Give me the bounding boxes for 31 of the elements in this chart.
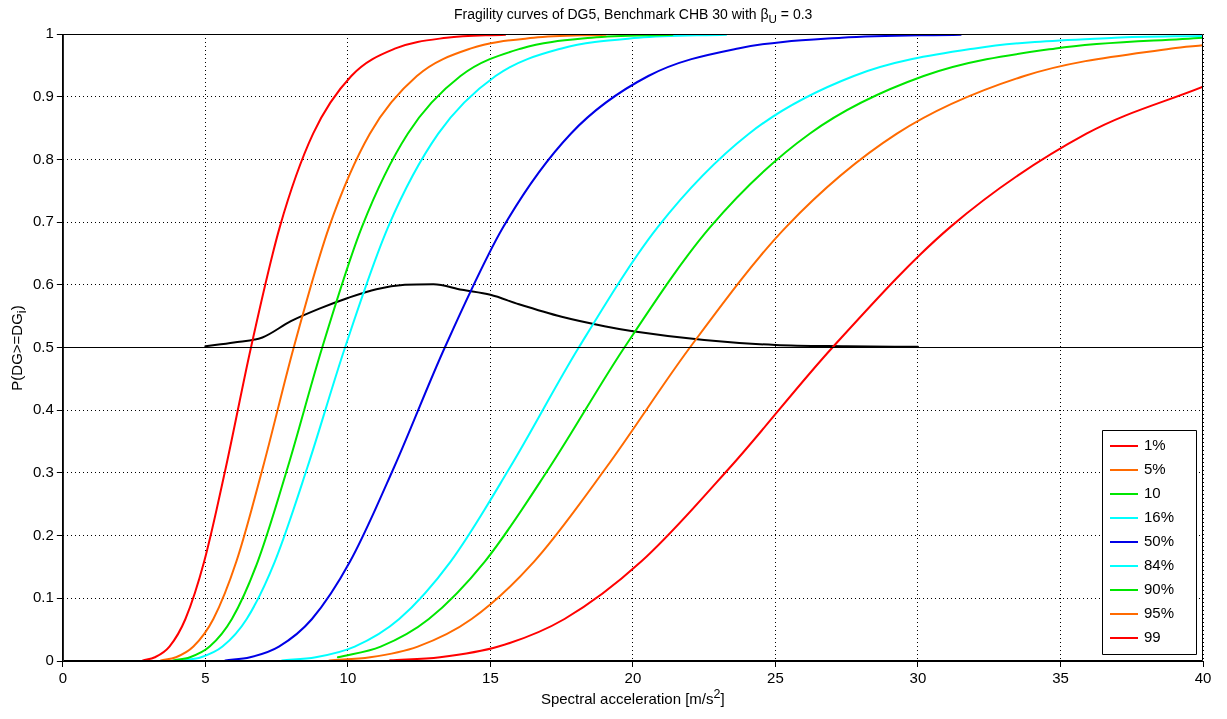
x-tick-label: 40 xyxy=(1194,669,1212,687)
legend-label: 90% xyxy=(1144,580,1175,598)
y-tick-label: 0.1 xyxy=(32,588,54,606)
x-tick-label: 20 xyxy=(624,669,642,687)
y-tick-label: 0.8 xyxy=(32,149,54,167)
legend-label: 5% xyxy=(1144,460,1166,478)
legend-label: 50% xyxy=(1144,532,1175,550)
y-tick-label: 0.7 xyxy=(32,212,54,230)
y-tick-label: 1 xyxy=(45,24,54,42)
legend-label: 1% xyxy=(1144,436,1166,454)
x-tick-label: 10 xyxy=(339,669,357,687)
chart-title: Fragility curves of DG5, Benchmark CHB 30 with β$_{U}$ = 0.3 xyxy=(453,6,813,25)
x-tick-label: 5 xyxy=(201,669,210,687)
legend-label: 99 xyxy=(1144,628,1161,646)
x-tick-label: 25 xyxy=(767,669,784,687)
y-tick-label: 0.5 xyxy=(32,337,54,355)
legend-label: 84% xyxy=(1144,556,1175,574)
y-tick-label: 0.6 xyxy=(32,274,54,292)
y-tick-label: 0.2 xyxy=(32,525,54,543)
legend-label: 10 xyxy=(1144,484,1161,502)
x-tick-label: 15 xyxy=(482,669,499,687)
legend-label: 16% xyxy=(1144,508,1175,526)
x-tick-label: 0 xyxy=(58,669,68,687)
legend-label: 95% xyxy=(1144,604,1175,622)
x-axis-title: Spectral acceleration [m/s$^{2}$] xyxy=(540,687,725,707)
y-tick-label: 0 xyxy=(45,651,54,669)
y-tick-label: 0.3 xyxy=(32,463,54,481)
x-tick-label: 35 xyxy=(1052,669,1069,687)
y-tick-label: 0.4 xyxy=(32,400,54,418)
x-tick-label: 30 xyxy=(909,669,927,687)
y-tick-label: 0.9 xyxy=(32,86,54,104)
